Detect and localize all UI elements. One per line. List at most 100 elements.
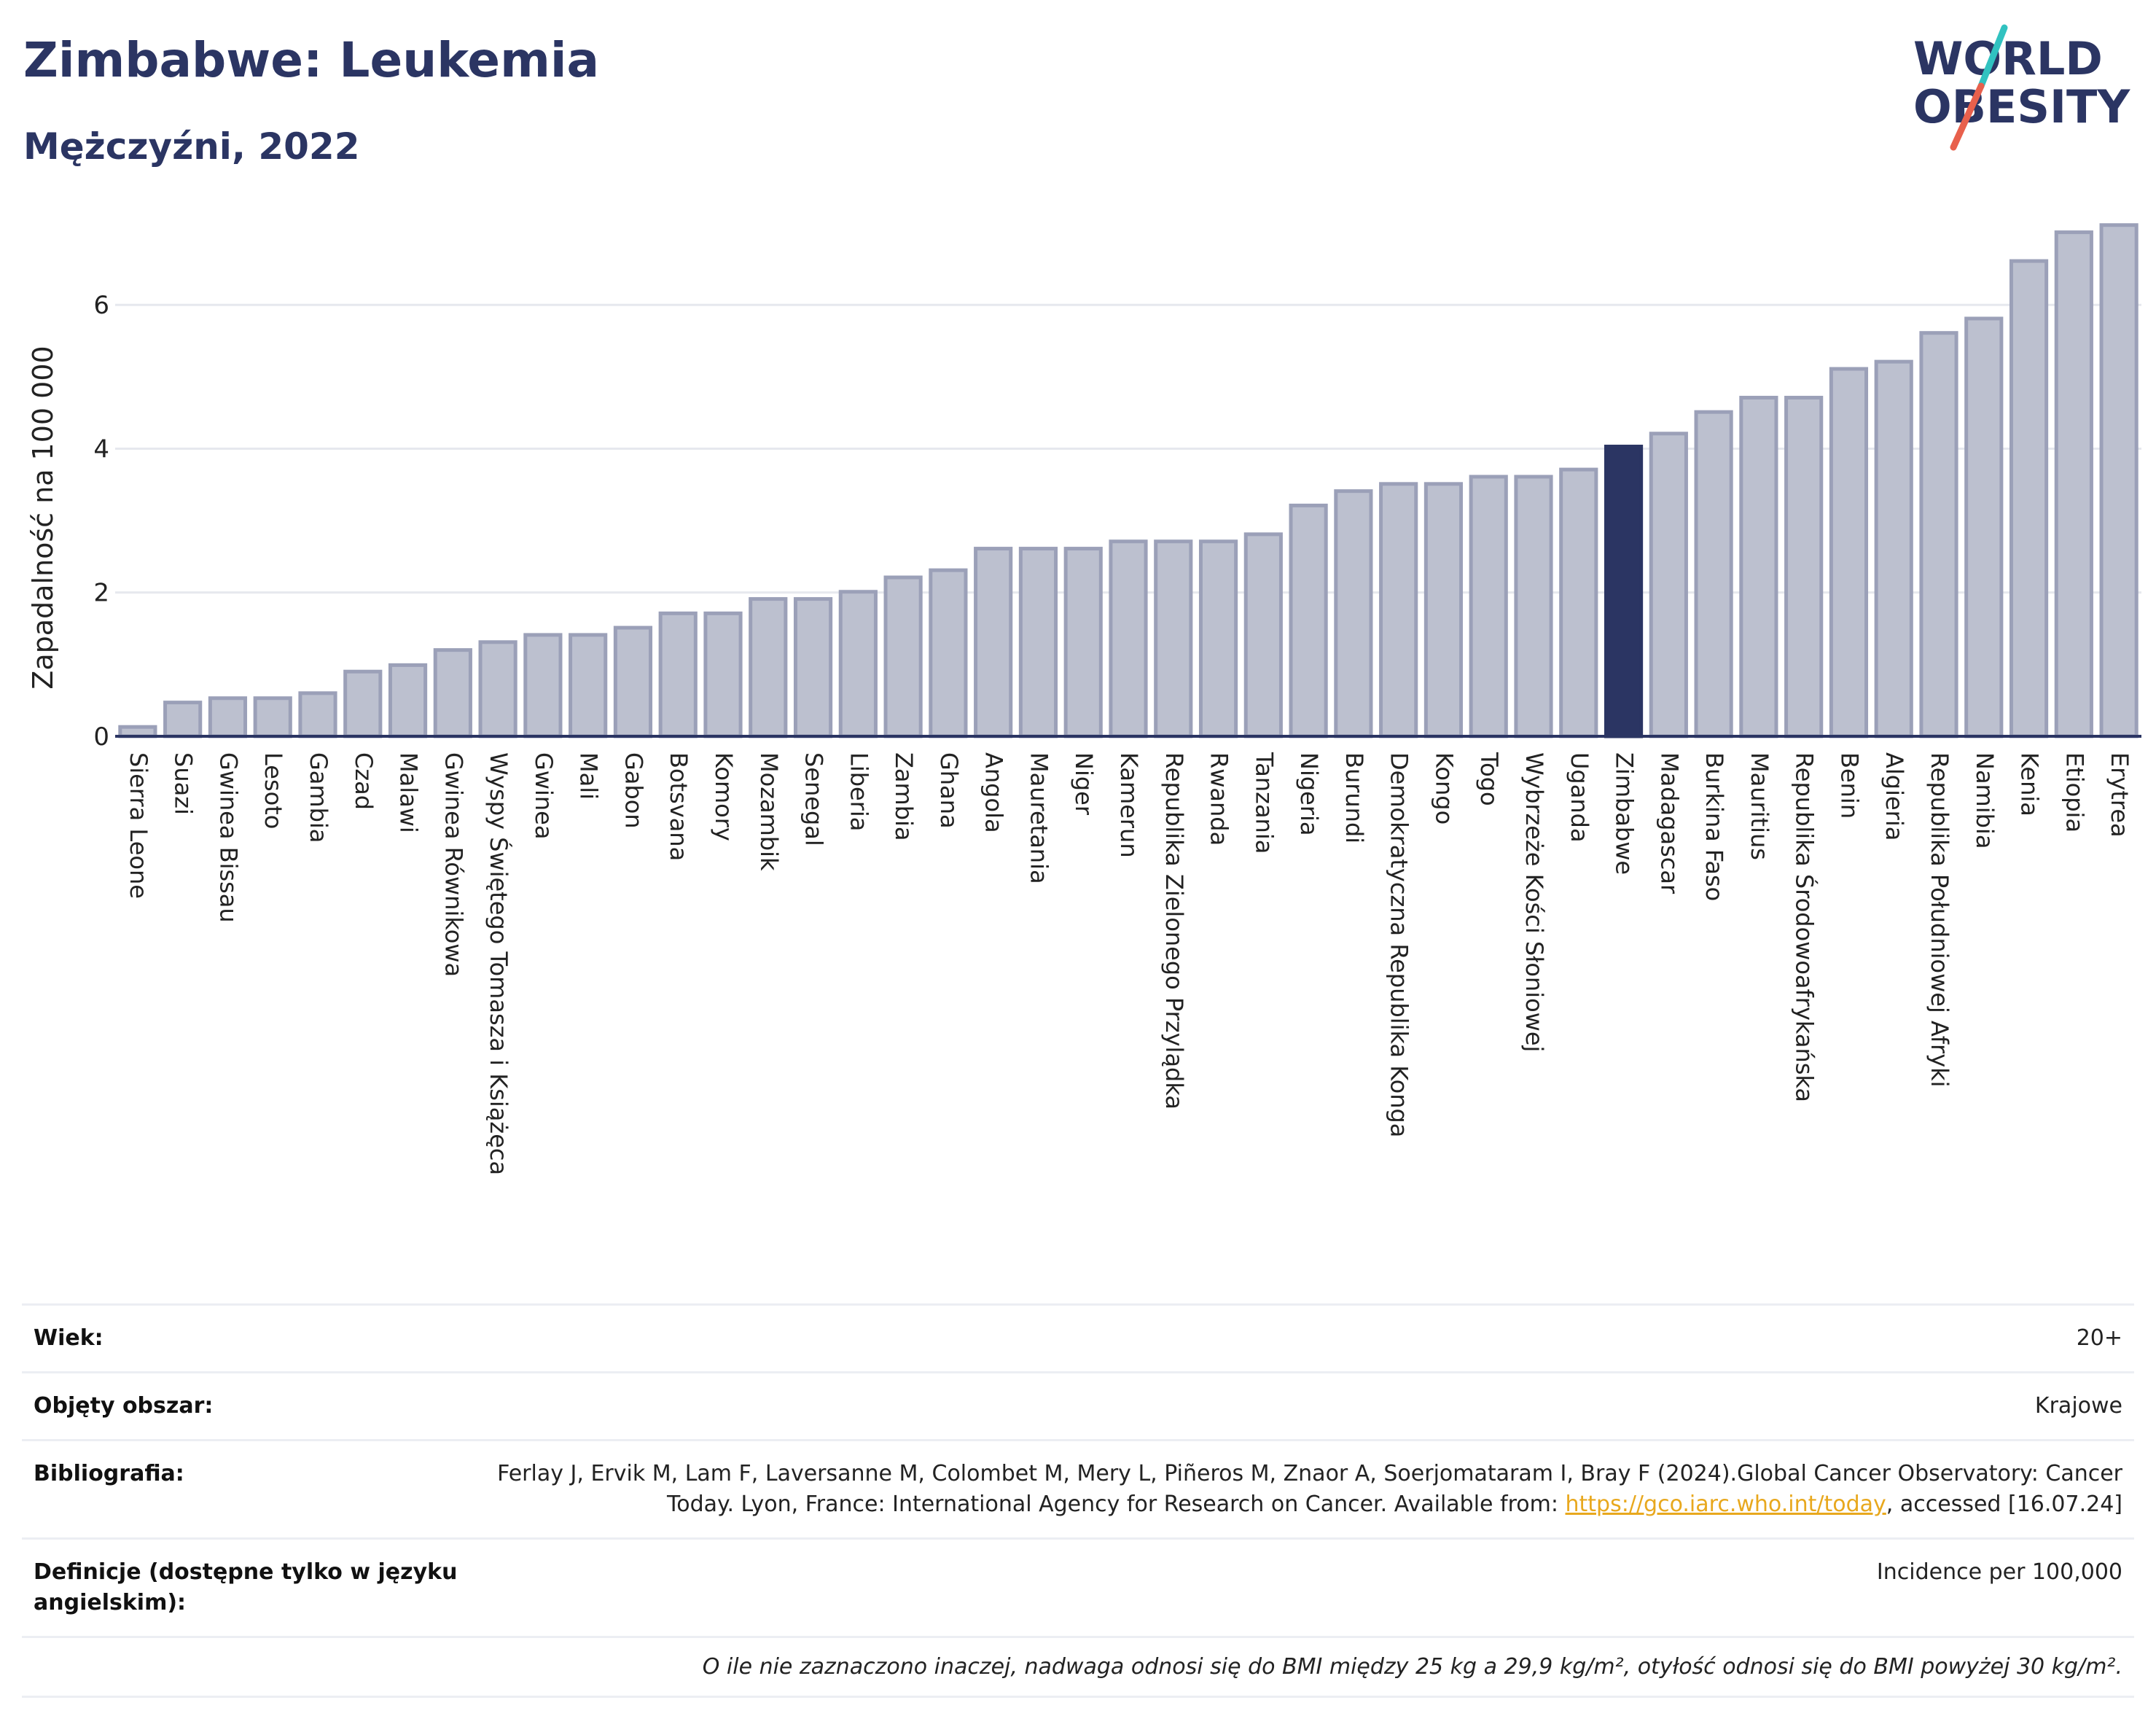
bar <box>1289 503 1328 738</box>
bar <box>883 575 923 738</box>
bar <box>253 696 292 738</box>
bar <box>1063 547 1103 738</box>
x-category-label: Kongo <box>1430 752 1458 824</box>
y-tick-labels: 0 2 4 6 <box>93 291 109 752</box>
bibliography-link[interactable]: https://gco.iarc.who.int/today <box>1565 1492 1886 1517</box>
bar <box>1874 359 1913 738</box>
info-row-area: Objęty obszar: Krajowe <box>22 1373 2134 1441</box>
bibliography-accessed: , accessed [16.07.24] <box>1886 1492 2122 1517</box>
x-category-label: Burundi <box>1340 752 1368 843</box>
x-category-label: Benin <box>1835 752 1863 819</box>
x-category-label: Gabon <box>620 752 647 829</box>
bar <box>1154 539 1193 738</box>
bar <box>1469 475 1508 738</box>
bar <box>1919 331 1958 738</box>
x-category-label: Liberia <box>845 752 872 831</box>
chart-subtitle: Mężczyźni, 2022 <box>23 125 360 168</box>
logo-slash-teal <box>1977 24 2008 90</box>
x-category-label: Togo <box>1475 752 1503 806</box>
x-category-label: Mauretania <box>1025 752 1052 884</box>
x-category-label: Gwinea Równikowa <box>440 752 467 977</box>
x-category-label: Wybrzeże Kości Słoniowej <box>1520 752 1548 1052</box>
x-category-label: Kamerun <box>1115 752 1143 858</box>
bar <box>1829 367 1869 738</box>
y-tick-label: 2 <box>93 579 109 608</box>
bar <box>1018 547 1058 738</box>
logo-line2: OBESITY <box>1913 80 2130 133</box>
bmi-note: O ile nie zaznaczono inaczej, nadwaga od… <box>22 1638 2134 1698</box>
bar <box>613 625 653 738</box>
chart-title: Zimbabwe: Leukemia <box>23 32 600 88</box>
x-category-label: Namibia <box>1971 752 1999 849</box>
x-category-label: Niger <box>1070 752 1098 816</box>
bar <box>793 597 833 738</box>
x-category-label: Nigeria <box>1295 752 1323 835</box>
bar <box>703 611 743 738</box>
bar <box>1784 395 1824 738</box>
info-row-bibliography: Bibliografia: Ferlay J, Ervik M, Lam F, … <box>22 1441 2134 1540</box>
bar <box>929 568 968 738</box>
bar <box>2009 259 2049 738</box>
bar <box>1379 482 1418 738</box>
x-category-label: Wyspy Świętego Tomasza i Książęca <box>485 752 513 1175</box>
info-key: Objęty obszar: <box>34 1393 214 1419</box>
bars <box>118 223 2139 738</box>
info-value: Incidence per 100,000 <box>1876 1559 2122 1585</box>
x-category-label: Botsvana <box>665 752 692 861</box>
y-tick-label: 6 <box>93 291 109 320</box>
x-category-label: Czad <box>350 752 378 810</box>
info-value: Krajowe <box>2034 1393 2122 1419</box>
info-key: Definicje (dostępne tylko w języku angie… <box>34 1559 458 1615</box>
bar <box>569 633 608 738</box>
x-category-labels: Sierra Leone Suazi Gwinea Bissau Lesoto Gamb… <box>125 752 2133 1175</box>
bar-highlighted <box>1604 445 1644 738</box>
bar <box>208 696 248 738</box>
x-category-label: Algieria <box>1880 752 1908 841</box>
bar <box>343 669 383 738</box>
bar <box>1964 316 2004 738</box>
x-category-label: Republika Środowoafrykańska <box>1791 752 1819 1102</box>
x-category-label: Mali <box>575 752 603 800</box>
y-axis-title: Zapadalność na 100 000 <box>27 346 59 689</box>
y-tick-label: 4 <box>93 434 109 464</box>
bar <box>1198 539 1238 738</box>
x-category-label: Lesoto <box>259 752 287 829</box>
x-category-label: Angola <box>980 752 1008 833</box>
info-row-age: Wiek: 20+ <box>22 1306 2134 1373</box>
info-table: Wiek: 20+ Objęty obszar: Krajowe Bibliog… <box>22 1303 2134 1698</box>
x-category-label: Uganda <box>1566 752 1593 843</box>
bar <box>523 633 563 738</box>
x-category-label: Rwanda <box>1206 752 1233 846</box>
bar <box>163 701 203 738</box>
info-key: Wiek: <box>34 1325 103 1351</box>
logo-slash-coral <box>1950 82 1985 151</box>
x-category-label: Ghana <box>935 752 963 829</box>
x-category-label: Tanzania <box>1250 752 1278 854</box>
x-category-label: Gwinea Bissau <box>214 752 242 923</box>
x-category-label: Komory <box>710 752 738 841</box>
bar <box>1694 410 1733 738</box>
bar <box>388 663 428 738</box>
bar <box>2054 230 2093 738</box>
bar <box>974 547 1013 738</box>
bar <box>1243 532 1283 738</box>
info-value: 20+ <box>2076 1325 2122 1351</box>
x-category-label: Burkina Faso <box>1700 752 1728 901</box>
x-category-label: Demokratyczna Republika Konga <box>1386 752 1413 1137</box>
x-category-label: Madagascar <box>1655 752 1683 894</box>
x-category-label: Etiopia <box>2061 752 2088 833</box>
bar <box>1423 482 1464 738</box>
bar <box>1739 395 1778 738</box>
info-row-definitions: Definicje (dostępne tylko w języku angie… <box>22 1540 2134 1638</box>
bar <box>2099 223 2139 738</box>
x-category-label: Republika Zielonego Przylądka <box>1160 752 1188 1110</box>
x-category-label: Suazi <box>170 752 198 815</box>
x-category-label: Sierra Leone <box>125 752 152 899</box>
bibliography-text: Ferlay J, Ervik M, Lam F, Laversanne M, … <box>497 1461 2122 1517</box>
x-category-label: Gwinea <box>530 752 558 839</box>
x-category-label: Gambia <box>305 752 332 843</box>
bar <box>838 590 878 738</box>
x-category-label: Zimbabwe <box>1611 752 1639 875</box>
bar <box>433 648 472 738</box>
logo-line1: WORLD <box>1913 32 2103 85</box>
